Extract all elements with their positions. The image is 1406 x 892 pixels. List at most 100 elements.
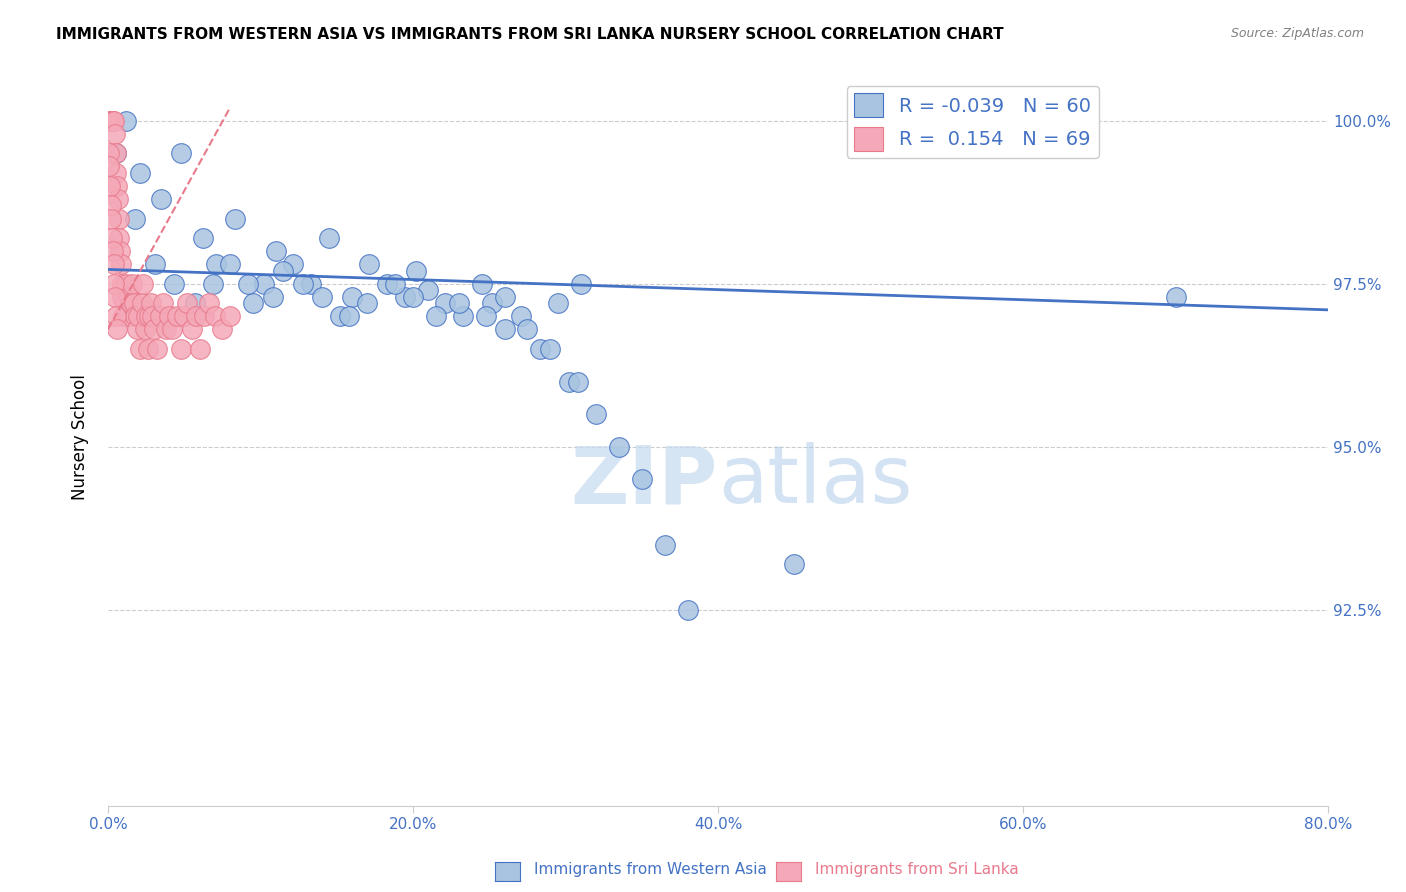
Point xyxy=(238,277,260,291)
Point xyxy=(103,277,125,291)
Point xyxy=(384,277,406,291)
Point xyxy=(97,146,120,161)
Point xyxy=(191,231,214,245)
Point xyxy=(150,192,173,206)
Point xyxy=(103,113,125,128)
Text: Immigrants from Western Asia: Immigrants from Western Asia xyxy=(534,863,768,877)
Point xyxy=(117,310,139,324)
Point xyxy=(118,290,141,304)
Point xyxy=(281,257,304,271)
Point xyxy=(329,310,352,324)
Point xyxy=(205,257,228,271)
Point xyxy=(100,211,122,226)
Point xyxy=(1164,290,1187,304)
Legend: R = -0.039   N = 60, R =  0.154   N = 69: R = -0.039 N = 60, R = 0.154 N = 69 xyxy=(846,86,1099,159)
Point xyxy=(152,296,174,310)
Point xyxy=(115,113,138,128)
Point xyxy=(557,375,579,389)
Point xyxy=(111,277,134,291)
Point xyxy=(100,198,122,212)
Point xyxy=(547,296,569,310)
Point xyxy=(160,322,183,336)
Point xyxy=(654,538,676,552)
Point xyxy=(103,257,125,271)
Point xyxy=(141,310,163,324)
Point xyxy=(98,178,121,193)
Text: Source: ZipAtlas.com: Source: ZipAtlas.com xyxy=(1230,27,1364,40)
Point xyxy=(224,211,246,226)
Point xyxy=(101,231,124,245)
Point xyxy=(105,166,128,180)
Point xyxy=(516,322,538,336)
Point xyxy=(125,322,148,336)
Point xyxy=(676,603,699,617)
Point xyxy=(122,296,145,310)
Point xyxy=(219,310,242,324)
Point xyxy=(101,113,124,128)
Text: atlas: atlas xyxy=(718,442,912,520)
Point xyxy=(146,342,169,356)
Point xyxy=(219,257,242,271)
Text: IMMIGRANTS FROM WESTERN ASIA VS IMMIGRANTS FROM SRI LANKA NURSERY SCHOOL CORRELA: IMMIGRANTS FROM WESTERN ASIA VS IMMIGRAN… xyxy=(56,27,1004,42)
Point xyxy=(607,440,630,454)
Point xyxy=(112,310,135,324)
Point xyxy=(107,211,129,226)
Point xyxy=(202,277,225,291)
Point xyxy=(273,264,295,278)
Point xyxy=(170,146,193,161)
Point xyxy=(98,160,121,174)
Point xyxy=(108,231,131,245)
Point xyxy=(569,277,592,291)
Point xyxy=(131,296,153,310)
Point xyxy=(143,257,166,271)
Text: Immigrants from Sri Lanka: Immigrants from Sri Lanka xyxy=(815,863,1019,877)
Point xyxy=(105,322,128,336)
Point xyxy=(242,296,264,310)
Point xyxy=(188,342,211,356)
Point xyxy=(481,296,503,310)
Point xyxy=(136,342,159,356)
Point xyxy=(405,264,427,278)
Point xyxy=(134,322,156,336)
Point xyxy=(434,296,457,310)
Point xyxy=(135,310,157,324)
Point xyxy=(142,322,165,336)
Point xyxy=(149,310,172,324)
Text: ZIP: ZIP xyxy=(571,442,718,520)
Point xyxy=(299,277,322,291)
Point xyxy=(529,342,551,356)
Point xyxy=(104,310,127,324)
Point xyxy=(425,310,447,324)
Point xyxy=(104,146,127,161)
Point xyxy=(103,113,125,128)
Point xyxy=(211,322,233,336)
Point xyxy=(402,290,425,304)
Point xyxy=(567,375,589,389)
Point xyxy=(173,310,195,324)
Point xyxy=(375,277,398,291)
Point xyxy=(132,277,155,291)
Y-axis label: Nursery School: Nursery School xyxy=(72,374,89,500)
Point xyxy=(98,113,121,128)
Point xyxy=(186,310,208,324)
Point xyxy=(453,310,475,324)
Point xyxy=(475,310,498,324)
Point xyxy=(162,277,184,291)
Point xyxy=(318,231,340,245)
Point xyxy=(105,178,128,193)
Point xyxy=(107,192,129,206)
Point xyxy=(139,296,162,310)
Point xyxy=(356,296,378,310)
Point xyxy=(783,558,806,572)
Point xyxy=(128,310,150,324)
Point xyxy=(114,296,136,310)
Point xyxy=(184,296,207,310)
Point xyxy=(447,296,470,310)
Point xyxy=(510,310,533,324)
Point xyxy=(100,113,122,128)
Point xyxy=(585,407,607,421)
Point xyxy=(180,322,202,336)
Point xyxy=(262,290,284,304)
Point xyxy=(252,277,274,291)
Point xyxy=(98,113,121,128)
